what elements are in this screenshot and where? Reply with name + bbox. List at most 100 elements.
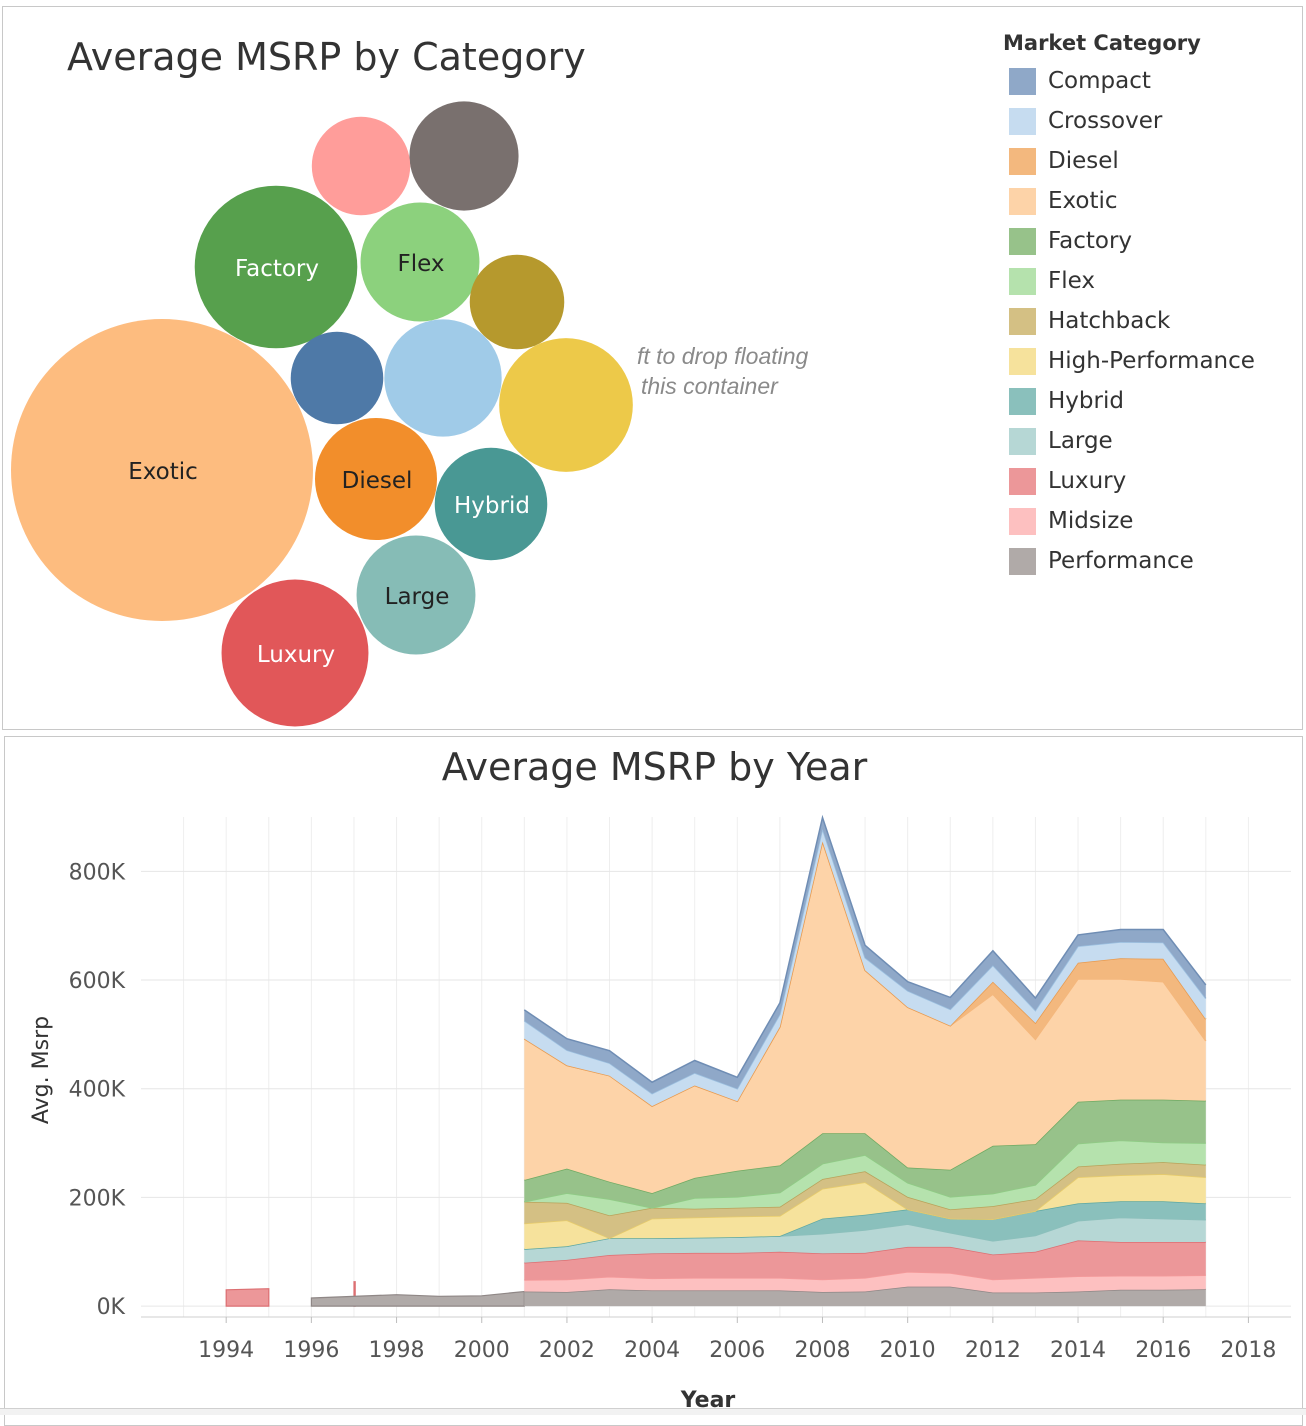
bubble-label: Flex bbox=[398, 251, 445, 277]
y-tick-label: 0K bbox=[97, 1295, 126, 1320]
area-series-hatchback[interactable] bbox=[524, 1162, 1206, 1239]
legend-item-flex[interactable]: Flex bbox=[1003, 261, 1293, 301]
legend-item-high-performance[interactable]: High-Performance bbox=[1003, 341, 1293, 381]
x-tick-label: 2014 bbox=[1050, 1338, 1106, 1363]
legend-label: Large bbox=[1048, 428, 1113, 454]
legend-item-large[interactable]: Large bbox=[1003, 421, 1293, 461]
area-chart: 1994 1996 1998 2000 2002 2004 2006 2008 2010 2012… bbox=[29, 814, 1291, 1413]
legend-item-hatchback[interactable]: Hatchback bbox=[1003, 301, 1293, 341]
legend-swatch bbox=[1009, 347, 1036, 375]
legend-item-luxury[interactable]: Luxury bbox=[1003, 461, 1293, 501]
drop-hint-line-1: ft to drop floating bbox=[637, 343, 809, 369]
legend-label: High-Performance bbox=[1048, 348, 1255, 374]
legend-item-crossover[interactable]: Crossover bbox=[1003, 101, 1293, 141]
x-tick-label: 2006 bbox=[709, 1338, 765, 1363]
area-mark-performance bbox=[310, 1290, 525, 1307]
legend-swatch bbox=[1009, 387, 1036, 415]
bubble-flex[interactable]: Flex bbox=[360, 202, 480, 322]
area-edge-hatchback bbox=[524, 1161, 1206, 1217]
legend-item-diesel[interactable]: Diesel bbox=[1003, 141, 1293, 181]
bubble-performance[interactable] bbox=[409, 101, 519, 211]
legend-item-factory[interactable]: Factory bbox=[1003, 221, 1293, 261]
area-series-luxury[interactable] bbox=[524, 1240, 1206, 1280]
area-series-high-performance[interactable] bbox=[524, 1174, 1206, 1250]
bubble-label: Large bbox=[385, 584, 450, 610]
legend-label: Hybrid bbox=[1048, 388, 1124, 414]
y-tick-label: 400K bbox=[69, 1078, 126, 1103]
y-tick-label: 800K bbox=[69, 860, 126, 885]
area-edge-compact bbox=[523, 814, 1207, 1084]
legend-item-performance[interactable]: Performance bbox=[1003, 541, 1293, 581]
legend-label: Crossover bbox=[1048, 108, 1163, 134]
area-series-crossover[interactable] bbox=[524, 829, 1206, 1107]
x-tick-label: 1998 bbox=[369, 1338, 425, 1363]
legend-label: Performance bbox=[1048, 548, 1194, 574]
legend-item-exotic[interactable]: Exotic bbox=[1003, 181, 1293, 221]
area-series-compact[interactable] bbox=[524, 817, 1206, 1094]
market-category-legend: Market Category Compact Crossover Diesel Ex… bbox=[1003, 31, 1293, 581]
legend-item-midsize[interactable]: Midsize bbox=[1003, 501, 1293, 541]
y-tick-label: 600K bbox=[69, 969, 126, 994]
area-series-exotic[interactable] bbox=[524, 841, 1206, 1194]
bubble-hybrid[interactable]: Hybrid bbox=[434, 447, 548, 561]
bubble-midsize[interactable] bbox=[311, 116, 411, 216]
x-tick-label: 1996 bbox=[283, 1338, 339, 1363]
area-series-factory[interactable] bbox=[524, 1099, 1206, 1208]
bubble-label: Exotic bbox=[128, 459, 198, 485]
legend-swatch bbox=[1009, 307, 1036, 335]
bubble-exotic[interactable]: Exotic bbox=[11, 319, 313, 621]
legend-swatch bbox=[1009, 467, 1036, 495]
legend-swatch bbox=[1009, 147, 1036, 175]
x-tick-label: 2010 bbox=[880, 1338, 936, 1363]
bubble-luxury[interactable]: Luxury bbox=[221, 579, 369, 727]
legend-label: Luxury bbox=[1048, 468, 1127, 494]
bubble-label: Luxury bbox=[257, 642, 335, 668]
bubble-large[interactable]: Large bbox=[356, 535, 476, 655]
area-series-midsize[interactable] bbox=[524, 1271, 1206, 1293]
area-series-large[interactable] bbox=[524, 1217, 1206, 1263]
legend-label: Compact bbox=[1048, 68, 1151, 94]
legend-swatch bbox=[1009, 107, 1036, 135]
bubble-factory[interactable]: Factory bbox=[194, 185, 358, 349]
legend-label: Hatchback bbox=[1048, 308, 1171, 334]
legend-swatch bbox=[1009, 547, 1036, 575]
legend-swatch bbox=[1009, 267, 1036, 295]
legend-title: Market Category bbox=[1003, 31, 1201, 55]
x-tick-label: 2016 bbox=[1135, 1338, 1191, 1363]
legend-item-compact[interactable]: Compact bbox=[1003, 61, 1293, 101]
legend-label: Diesel bbox=[1048, 148, 1119, 174]
bubble-label: Diesel bbox=[342, 468, 413, 494]
x-tick-label: 2018 bbox=[1220, 1338, 1276, 1363]
legend-label: Flex bbox=[1048, 268, 1095, 294]
category-chart-title: Average MSRP by Category bbox=[67, 35, 586, 79]
bubble-chart: Exotic Factory Luxury Diesel Large Flex Hybrid bbox=[11, 101, 633, 727]
legend-swatch bbox=[1009, 507, 1036, 535]
x-tick-label: 2012 bbox=[965, 1338, 1021, 1363]
drop-hint: ft to drop floating this container bbox=[637, 341, 808, 401]
legend-item-hybrid[interactable]: Hybrid bbox=[1003, 381, 1293, 421]
x-tick-label: 2002 bbox=[539, 1338, 595, 1363]
x-tick-label: 2004 bbox=[624, 1338, 680, 1363]
bubble-crossover[interactable] bbox=[384, 319, 502, 437]
bubble-diesel[interactable]: Diesel bbox=[314, 417, 438, 541]
x-tick-label: 2000 bbox=[454, 1338, 510, 1363]
area-series-hybrid[interactable] bbox=[524, 1201, 1206, 1250]
legend-swatch bbox=[1009, 67, 1036, 95]
y-tick-label: 200K bbox=[69, 1186, 126, 1211]
legend-label: Exotic bbox=[1048, 188, 1118, 214]
area-series-flex[interactable] bbox=[524, 1140, 1206, 1216]
y-axis-title: Avg. Msrp bbox=[29, 1016, 54, 1124]
category-chart-panel: Average MSRP by Category Exotic Factory Lu… bbox=[2, 6, 1303, 730]
year-chart-title: Average MSRP by Year bbox=[441, 745, 868, 789]
bubble-compact[interactable] bbox=[290, 331, 384, 425]
year-chart-panel: Average MSRP by Year 1994 1996 1998 2000 200… bbox=[4, 736, 1303, 1426]
horizontal-scrollbar[interactable] bbox=[0, 1408, 1306, 1415]
legend-swatch bbox=[1009, 427, 1036, 455]
bubble-hatchback[interactable] bbox=[469, 254, 565, 350]
legend-label: Midsize bbox=[1048, 508, 1134, 534]
bubble-label: Hybrid bbox=[454, 493, 530, 519]
bubble-high-performance[interactable] bbox=[499, 338, 633, 472]
bubble-label: Factory bbox=[235, 256, 319, 282]
area-series-performance[interactable] bbox=[524, 1286, 1206, 1307]
area-edge-factory bbox=[524, 1098, 1206, 1194]
